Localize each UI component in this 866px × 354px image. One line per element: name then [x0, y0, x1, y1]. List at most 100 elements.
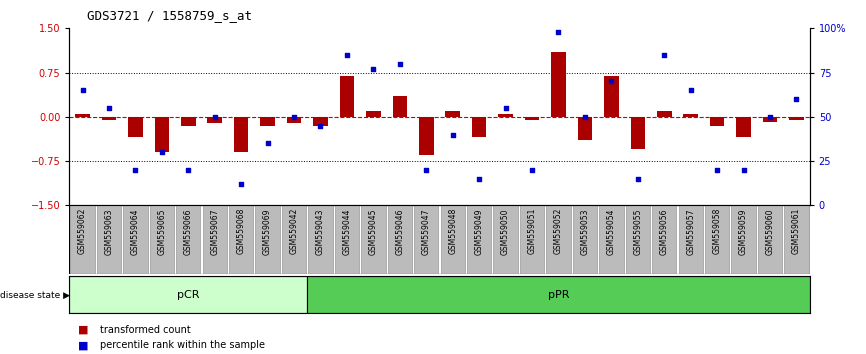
Bar [599, 205, 624, 274]
Text: GSM559063: GSM559063 [105, 208, 113, 255]
Bar [150, 205, 174, 274]
Text: GSM559058: GSM559058 [713, 208, 721, 255]
Text: transformed count: transformed count [100, 325, 191, 335]
Point [737, 167, 751, 173]
Text: GSM559052: GSM559052 [554, 208, 563, 255]
Point [763, 114, 777, 120]
Bar [520, 205, 544, 274]
Point [75, 87, 89, 93]
Bar [552, 52, 565, 117]
Text: pCR: pCR [177, 290, 199, 300]
Bar [208, 117, 222, 123]
Bar [101, 117, 116, 120]
Bar [498, 114, 513, 117]
Text: GSM559059: GSM559059 [739, 208, 748, 255]
Bar [679, 205, 703, 274]
Text: GSM559053: GSM559053 [580, 208, 590, 255]
Bar [70, 205, 94, 274]
Bar [758, 205, 782, 274]
Bar [546, 205, 571, 274]
Bar [625, 205, 650, 274]
Bar [69, 276, 307, 313]
Bar [572, 205, 597, 274]
Bar [604, 75, 618, 117]
Bar [494, 205, 518, 274]
Text: ■: ■ [78, 325, 88, 335]
Bar [763, 117, 778, 121]
Point [710, 167, 724, 173]
Text: GSM559069: GSM559069 [263, 208, 272, 255]
Bar [652, 205, 676, 274]
Text: GSM559062: GSM559062 [78, 208, 87, 255]
Bar [282, 205, 307, 274]
Text: GSM559050: GSM559050 [501, 208, 510, 255]
Bar [630, 117, 645, 149]
Point [313, 123, 327, 129]
Point [631, 176, 645, 182]
Text: GSM559045: GSM559045 [369, 208, 378, 255]
Bar [789, 117, 804, 120]
Point [393, 61, 407, 67]
Text: GSM559042: GSM559042 [289, 208, 299, 255]
Bar [657, 111, 671, 117]
Bar [154, 117, 169, 152]
Bar [472, 117, 487, 137]
Text: GSM559066: GSM559066 [184, 208, 193, 255]
Point [208, 114, 222, 120]
Point [340, 52, 354, 58]
Text: disease state ▶: disease state ▶ [0, 291, 70, 300]
Text: GSM559060: GSM559060 [766, 208, 774, 255]
Bar [287, 117, 301, 123]
Bar [307, 276, 810, 313]
Bar [705, 205, 729, 274]
Text: GSM559065: GSM559065 [158, 208, 166, 255]
Text: percentile rank within the sample: percentile rank within the sample [100, 340, 265, 350]
Bar [75, 114, 90, 117]
Text: GSM559057: GSM559057 [686, 208, 695, 255]
Point [472, 176, 486, 182]
Point [128, 167, 142, 173]
Bar [335, 205, 359, 274]
Bar [339, 75, 354, 117]
Point [684, 87, 698, 93]
Point [288, 114, 301, 120]
Point [790, 96, 804, 102]
Point [499, 105, 513, 111]
Point [261, 141, 275, 146]
Text: GSM559047: GSM559047 [422, 208, 430, 255]
Text: GSM559049: GSM559049 [475, 208, 483, 255]
Bar [785, 205, 809, 274]
Bar [234, 117, 249, 152]
Text: GSM559061: GSM559061 [792, 208, 801, 255]
Bar [388, 205, 412, 274]
Bar [392, 96, 407, 117]
Text: ■: ■ [78, 340, 88, 350]
Point [419, 167, 433, 173]
Bar [366, 111, 381, 117]
Bar [441, 205, 465, 274]
Point [446, 132, 460, 137]
Bar [445, 111, 460, 117]
Text: GSM559043: GSM559043 [316, 208, 325, 255]
Bar [419, 117, 434, 155]
Text: GSM559044: GSM559044 [342, 208, 352, 255]
Point [181, 167, 195, 173]
Point [657, 52, 671, 58]
Text: GSM559051: GSM559051 [527, 208, 537, 255]
Text: pPR: pPR [547, 290, 569, 300]
Bar [123, 205, 147, 274]
Bar [97, 205, 121, 274]
Bar [261, 117, 275, 126]
Text: GSM559046: GSM559046 [396, 208, 404, 255]
Point [578, 114, 591, 120]
Text: GSM559048: GSM559048 [449, 208, 457, 255]
Text: GDS3721 / 1558759_s_at: GDS3721 / 1558759_s_at [87, 9, 252, 22]
Point [552, 29, 565, 35]
Bar [732, 205, 756, 274]
Bar [229, 205, 254, 274]
Bar [467, 205, 491, 274]
Text: GSM559056: GSM559056 [660, 208, 669, 255]
Point [155, 149, 169, 155]
Bar [710, 117, 725, 126]
Point [102, 105, 116, 111]
